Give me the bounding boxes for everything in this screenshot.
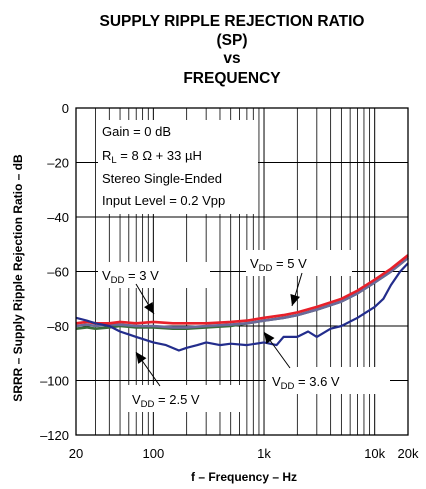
y-tick-label-6: –120 xyxy=(40,428,69,443)
y-tick-label-2: –40 xyxy=(47,210,69,225)
title-line-1: SUPPLY RIPPLE REJECTION RATIO xyxy=(100,13,365,30)
x-tick-label-0: 20 xyxy=(69,446,83,461)
callout-vdd-25v-label: VDD = 2.5 V xyxy=(132,392,200,410)
plot-border xyxy=(75,107,409,436)
condition-mode: Stereo Single-Ended xyxy=(102,171,222,186)
callout-vdd-5v: VDD = 5 V xyxy=(250,256,307,307)
callout-vdd-3v-arrowhead xyxy=(144,301,154,314)
series-line-1 xyxy=(75,254,409,325)
x-tick-label-4: 20k xyxy=(398,446,419,461)
plot-frame xyxy=(75,107,409,436)
annotations: Gain = 0 dB RL = 8 Ω + 33 µH Stereo Single… xyxy=(102,124,340,410)
callout-vdd-25v-arrowhead xyxy=(136,352,147,364)
series-line-3 xyxy=(75,256,409,329)
callout-bg-3v xyxy=(98,262,210,288)
callout-vdd-3v-label: VDD = 3 V xyxy=(102,268,159,286)
title-line-3: vs xyxy=(223,50,240,67)
callout-vdd-25v: VDD = 2.5 V xyxy=(132,351,200,410)
callout-vdd-36v: VDD = 3.6 V xyxy=(263,331,340,392)
title-line-4: FREQUENCY xyxy=(183,70,281,87)
callout-vdd-36v-arrowhead xyxy=(264,332,275,344)
condition-gain: Gain = 0 dB xyxy=(102,124,171,139)
x-tick-label-1: 100 xyxy=(143,446,165,461)
tick-labels: 20 100 1k 10k 20k 0 –20 –40 –60 –80 –100 –120 xyxy=(40,101,419,461)
title-line-2: (SP) xyxy=(217,32,248,49)
y-tick-label-1: –20 xyxy=(47,156,69,171)
conditions-panel xyxy=(98,120,258,214)
condition-level: Input Level = 0.2 Vpp xyxy=(102,193,225,208)
y-tick-label-3: –60 xyxy=(47,265,69,280)
grid xyxy=(76,108,408,435)
callout-bg-25v xyxy=(128,385,242,412)
callout-vdd-36v-label: VDD = 3.6 V xyxy=(272,374,340,392)
x-tick-label-2: 1k xyxy=(257,446,271,461)
chart-title: SUPPLY RIPPLE REJECTION RATIO (SP) vs FR… xyxy=(100,13,365,87)
y-tick-label-4: –80 xyxy=(47,319,69,334)
callout-bg-5v xyxy=(246,250,352,276)
callout-vdd-5v-label: VDD = 5 V xyxy=(250,256,307,274)
series-lines xyxy=(75,254,409,352)
condition-load: RL = 8 Ω + 33 µH xyxy=(102,148,202,166)
series-line-4 xyxy=(75,262,409,352)
y-axis-label: SRRR – Supply Ripple Rejection Ratio – d… xyxy=(11,154,25,402)
x-tick-label-3: 10k xyxy=(364,446,385,461)
y-tick-label-5: –100 xyxy=(40,374,69,389)
callout-vdd-5v-arrowhead xyxy=(290,294,300,306)
x-axis-label: f – Frequency – Hz xyxy=(191,470,297,484)
callout-vdd-3v: VDD = 3 V xyxy=(102,268,159,315)
callout-bg-36v xyxy=(266,367,390,394)
y-tick-label-0: 0 xyxy=(62,101,69,116)
